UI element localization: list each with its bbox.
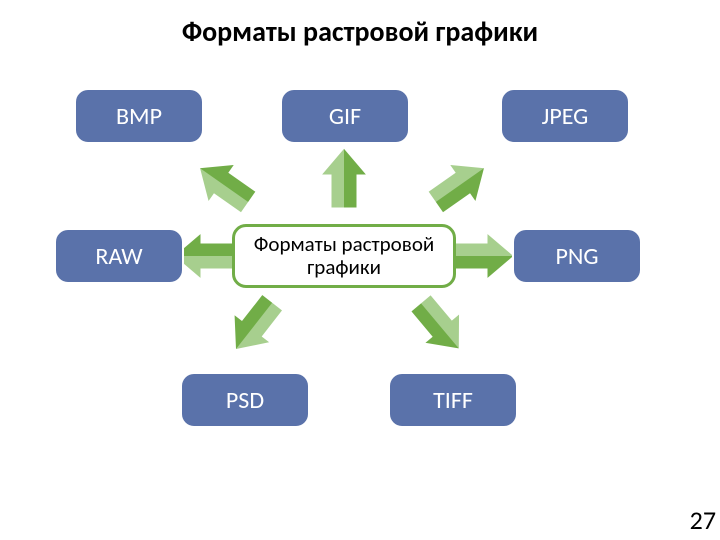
slide-stage: Форматы растровой графики Форматы растро… [0,0,720,540]
arrow-5 [214,286,294,366]
node-label: BMP [116,102,162,131]
arrow-0 [184,145,264,225]
center-node: Форматы растровойграфики [232,224,456,288]
node-label: GIF [329,102,361,131]
page-number: 27 [690,504,716,536]
slide-title: Форматы растровой графики [0,14,720,49]
node-png: PNG [512,228,642,284]
node-label: RAW [95,242,142,271]
node-label: PSD [226,386,264,415]
node-raw: RAW [54,228,184,284]
node-tiff: TIFF [388,372,518,428]
node-gif: GIF [280,88,410,144]
node-jpeg: JPEG [500,88,630,144]
node-label: PNG [555,242,598,271]
node-psd: PSD [180,372,310,428]
center-node-label: Форматы растровойграфики [254,233,435,279]
arrow-1 [304,138,384,218]
node-label: TIFF [433,386,473,415]
arrow-4 [400,286,480,366]
node-bmp: BMP [74,88,204,144]
arrow-2 [420,145,500,225]
node-label: JPEG [542,102,589,131]
